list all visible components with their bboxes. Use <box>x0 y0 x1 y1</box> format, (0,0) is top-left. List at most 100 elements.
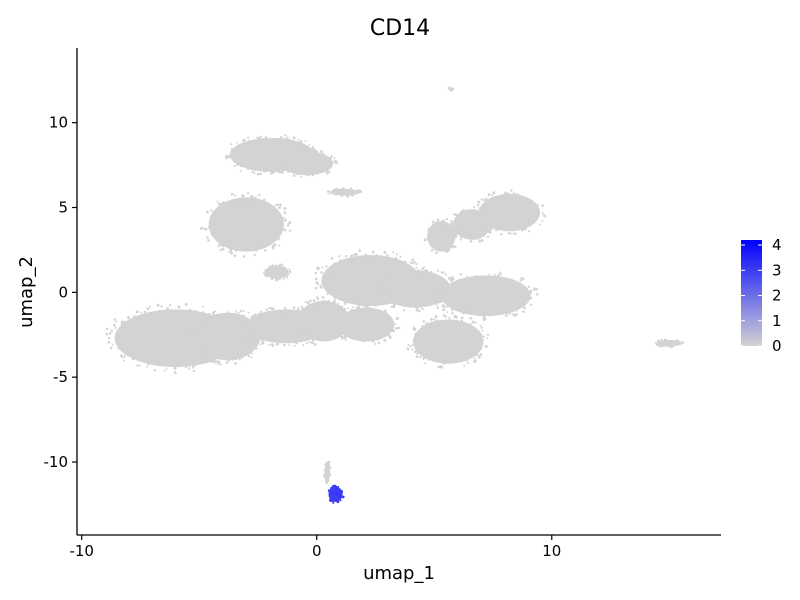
cell-point <box>311 341 314 345</box>
cell-point <box>239 309 243 313</box>
cell-point <box>371 250 375 254</box>
cell-point <box>483 198 486 202</box>
cell-point <box>329 156 332 160</box>
cell-point <box>461 211 464 214</box>
cell-point <box>477 200 481 204</box>
cell-point <box>451 87 455 90</box>
cell-point <box>445 301 449 304</box>
axes: -10 0 10 -10 -5 0 5 10 <box>44 48 721 560</box>
cell-point <box>165 367 168 370</box>
cell-point <box>371 340 375 343</box>
cell-point <box>440 300 444 304</box>
cell-point <box>481 329 484 332</box>
cell-point <box>480 238 484 242</box>
cell-point <box>300 305 303 308</box>
colorbar-tick-label: 4 <box>772 236 782 254</box>
cell-point <box>510 281 513 284</box>
cell-point <box>225 361 229 364</box>
cell-point <box>509 195 513 198</box>
cell-point <box>122 334 125 337</box>
cell-point <box>288 152 291 155</box>
cell-point <box>324 300 327 303</box>
cell-point <box>356 189 360 193</box>
cluster <box>327 484 345 504</box>
cell-point <box>488 273 491 276</box>
cell-point <box>527 230 531 233</box>
cell-point <box>334 160 338 164</box>
cell-point <box>299 339 302 342</box>
cell-point <box>286 167 288 169</box>
cell-point <box>337 329 341 333</box>
cell-point <box>270 277 274 281</box>
cell-point <box>192 366 195 369</box>
y-tick-label: 0 <box>58 283 68 301</box>
cell-point <box>341 195 344 198</box>
cell-point <box>228 250 231 253</box>
cell-point <box>397 269 401 273</box>
cell-point <box>528 200 531 203</box>
cell-point <box>251 328 254 332</box>
cell-point <box>207 225 211 229</box>
cell-point <box>437 269 440 272</box>
cell-point <box>375 286 378 289</box>
y-tick-label: -10 <box>44 453 69 471</box>
cell-point <box>314 271 318 275</box>
cell-point <box>254 196 257 199</box>
cluster <box>323 460 332 485</box>
cell-point <box>418 355 422 359</box>
cell-point <box>288 344 291 347</box>
cell-point <box>270 168 273 172</box>
cell-point <box>418 334 421 337</box>
cell-point <box>244 199 248 202</box>
cell-point <box>404 263 408 267</box>
cluster <box>262 263 292 282</box>
cell-point <box>469 325 472 329</box>
cell-point <box>437 248 440 252</box>
cell-point <box>285 152 288 155</box>
cell-point <box>313 149 317 153</box>
cell-point <box>426 322 429 325</box>
cell-point <box>265 308 269 312</box>
cell-point <box>201 305 204 308</box>
cell-point <box>485 197 488 200</box>
cell-point <box>445 217 449 221</box>
cell-point <box>330 267 333 270</box>
cell-point <box>235 250 238 253</box>
cluster <box>276 149 338 178</box>
cell-point <box>459 238 463 241</box>
cell-point <box>328 473 332 477</box>
cell-point <box>520 277 523 280</box>
cell-point <box>146 307 150 311</box>
cell-point <box>252 331 255 334</box>
cell-point <box>314 286 318 290</box>
cell-point <box>453 245 457 248</box>
cell-point <box>527 197 530 200</box>
cell-point <box>169 310 172 314</box>
cell-point <box>332 317 336 321</box>
cell-point <box>256 172 260 176</box>
cell-point <box>443 291 446 294</box>
cell-point <box>416 352 419 355</box>
cell-point <box>253 333 257 337</box>
cell-point <box>454 315 458 319</box>
cell-point <box>254 347 257 350</box>
cell-point <box>446 283 450 287</box>
cell-point <box>421 324 424 327</box>
cell-point <box>360 303 363 306</box>
cell-point <box>256 339 260 343</box>
cell-point <box>288 229 292 232</box>
cell-point <box>352 306 355 309</box>
cell-point <box>446 305 449 308</box>
cell-point <box>332 189 336 193</box>
cell-point <box>278 244 281 247</box>
cell-point <box>530 296 533 300</box>
cell-point <box>111 343 114 346</box>
cell-point <box>278 206 282 210</box>
cell-point <box>403 260 407 264</box>
cell-point <box>421 307 424 311</box>
cell-point <box>216 200 219 203</box>
cell-point <box>236 141 238 144</box>
cell-point <box>353 301 356 304</box>
cell-point <box>413 305 416 308</box>
cell-point <box>234 362 237 365</box>
